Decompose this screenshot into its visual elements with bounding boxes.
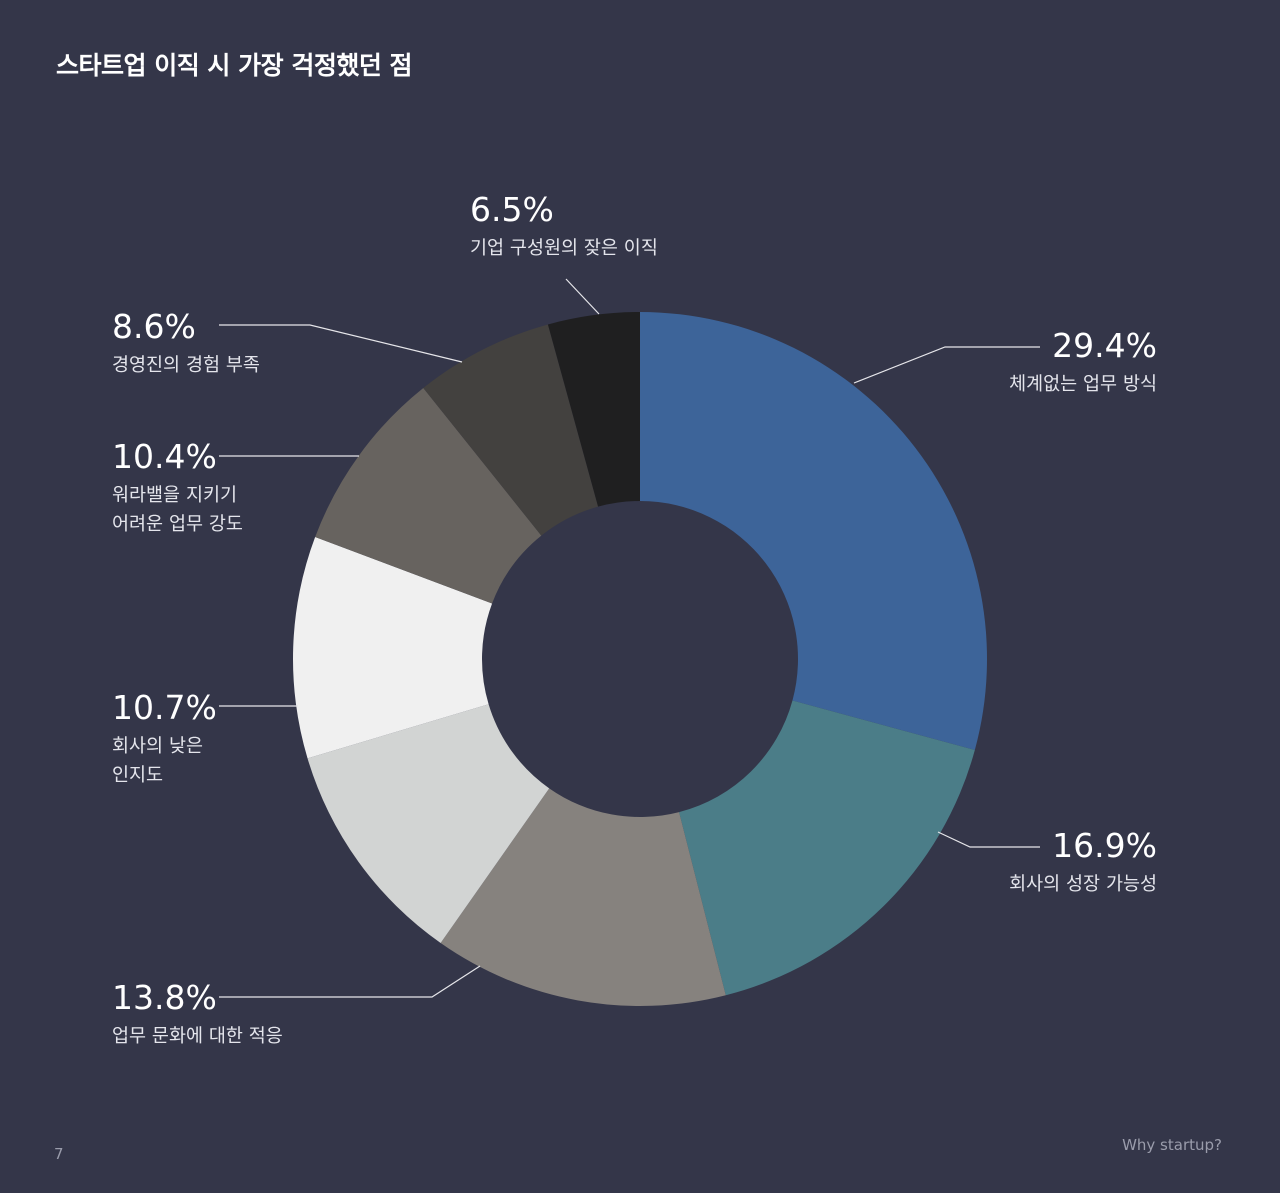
- slice-percent-label: 29.4%: [1052, 326, 1157, 365]
- brand-text: Why startup?: [1122, 1136, 1222, 1154]
- donut-slice: [440, 788, 726, 1007]
- leader-line: [853, 346, 1040, 384]
- slice-percent-label: 10.7%: [112, 688, 217, 727]
- chart-title: 스타트업 이직 시 가장 걱정했던 점: [56, 51, 413, 80]
- slice-category-label: 체계없는 업무 방식: [1009, 374, 1157, 395]
- donut-slice: [640, 312, 987, 751]
- slice-percent-label: 6.5%: [470, 190, 554, 229]
- donut-slice: [292, 537, 493, 759]
- donut-slice: [423, 324, 599, 536]
- slice-percent-label: 8.6%: [112, 307, 196, 346]
- slice-percent-label: 16.9%: [1052, 826, 1157, 865]
- slice-category-label: 워라밸을 지키기: [112, 485, 237, 506]
- leader-line: [219, 324, 463, 363]
- donut-slice: [679, 700, 975, 996]
- slice-percent-label: 10.4%: [112, 437, 217, 476]
- slice-category-label: 회사의 성장 가능성: [1009, 874, 1157, 895]
- leader-line: [937, 831, 1040, 848]
- page-number: 7: [54, 1145, 64, 1163]
- donut-slice: [547, 312, 640, 507]
- slice-category-label: 어려운 업무 강도: [112, 514, 243, 535]
- slice-category-label: 인지도: [112, 765, 163, 786]
- slice-category-label: 업무 문화에 대한 적응: [112, 1026, 283, 1047]
- slice-category-label: 회사의 낮은: [112, 736, 203, 757]
- slice-percent-label: 13.8%: [112, 978, 217, 1017]
- slice-category-label: 경영진의 경험 부족: [112, 355, 260, 376]
- leader-line: [565, 278, 600, 315]
- donut-slice: [307, 704, 550, 944]
- donut-slice: [315, 387, 542, 604]
- slice-category-label: 기업 구성원의 잦은 이직: [470, 238, 658, 259]
- leader-line: [219, 965, 481, 998]
